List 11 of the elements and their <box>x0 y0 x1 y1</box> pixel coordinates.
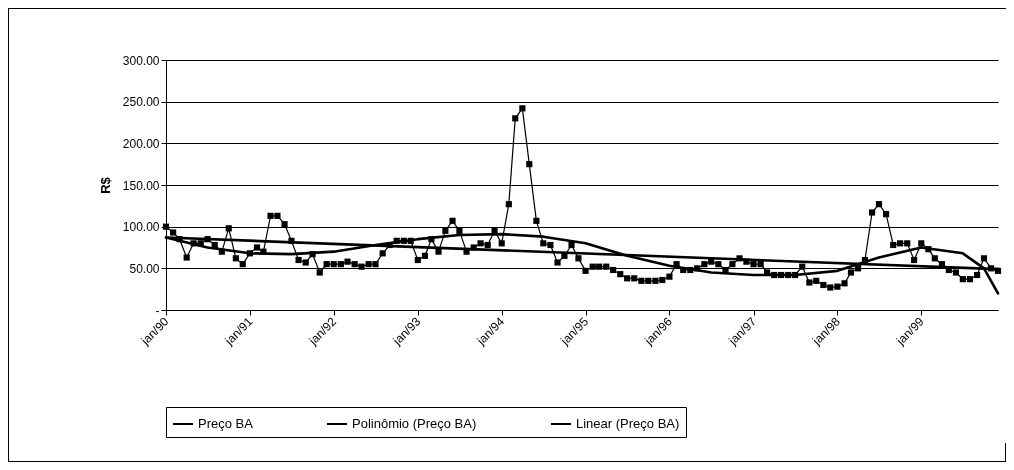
y-tick-label: 150.00 <box>122 178 160 193</box>
legend-label: Linear (Preço BA) <box>576 416 680 431</box>
y-tick-label: 100.00 <box>122 220 160 235</box>
y-tick-label: 50.00 <box>129 261 160 276</box>
y-tick-label: 250.00 <box>122 95 160 110</box>
y-tick-label: 200.00 <box>122 136 160 151</box>
y-axis-title: R$ <box>97 176 113 194</box>
legend-label: Polinômio (Preço BA) <box>352 416 477 431</box>
y-tick-label: - <box>155 303 160 318</box>
y-tick-label: 300.00 <box>122 53 160 68</box>
legend-label: Preço BA <box>198 416 254 431</box>
